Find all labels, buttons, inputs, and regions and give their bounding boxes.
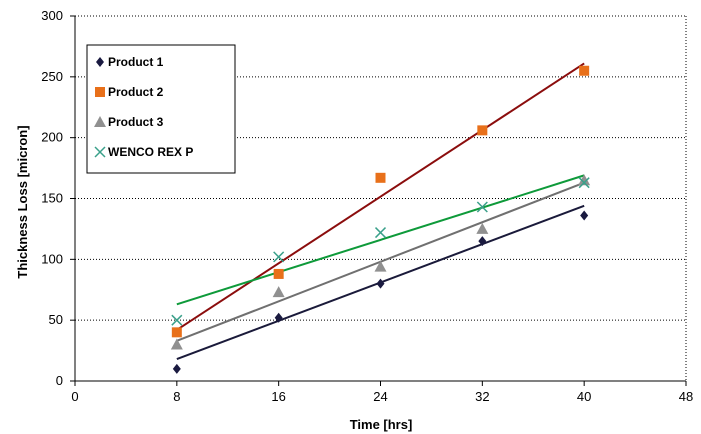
x-tick-label: 8 bbox=[173, 389, 180, 404]
axes bbox=[70, 15, 687, 386]
x-tick-label: 0 bbox=[71, 389, 78, 404]
point-product-3 bbox=[170, 338, 183, 350]
point-wenco-rex-p bbox=[273, 251, 285, 263]
grid-lines bbox=[75, 15, 687, 381]
y-tick-label: 150 bbox=[41, 191, 63, 206]
x-tick-label: 32 bbox=[475, 389, 489, 404]
legend: Product 1 Product 2 Product 3 WENCO REX P bbox=[86, 44, 236, 174]
x-tick-label: 24 bbox=[373, 389, 387, 404]
point-product-2 bbox=[375, 172, 386, 183]
point-product-3 bbox=[578, 174, 591, 186]
point-product-3 bbox=[272, 286, 285, 298]
y-tick-label: 300 bbox=[41, 8, 63, 23]
y-tick-label: 0 bbox=[56, 373, 63, 388]
data-points bbox=[170, 65, 591, 374]
legend-label: WENCO REX P bbox=[108, 145, 193, 159]
point-wenco-rex-p bbox=[578, 177, 590, 189]
point-wenco-rex-p bbox=[476, 201, 488, 213]
legend-marker-wenco-rex-p bbox=[94, 146, 106, 158]
x-tick-label: 48 bbox=[679, 389, 693, 404]
y-tick-label: 200 bbox=[41, 130, 63, 145]
y-axis-label: Thickness Loss [micron] bbox=[15, 125, 30, 278]
point-product-2 bbox=[171, 327, 182, 338]
point-product-2 bbox=[579, 65, 590, 76]
point-product-1 bbox=[478, 236, 487, 247]
point-product-1 bbox=[274, 312, 283, 323]
y-tick-label: 250 bbox=[41, 69, 63, 84]
x-tick-label: 16 bbox=[271, 389, 285, 404]
legend-box bbox=[86, 44, 236, 174]
legend-marker-product-1 bbox=[96, 57, 104, 67]
tick-labels: 0 50 100 150 200 250 300 0 8 16 24 32 40 48 bbox=[41, 8, 693, 404]
point-wenco-rex-p bbox=[171, 314, 183, 326]
legend-label: Product 3 bbox=[108, 115, 164, 129]
point-product-2 bbox=[273, 268, 284, 279]
trendline-product-2 bbox=[176, 62, 585, 331]
point-wenco-rex-p bbox=[374, 227, 387, 239]
legend-label: Product 2 bbox=[108, 85, 164, 99]
x-tick-label: 40 bbox=[577, 389, 591, 404]
point-product-2 bbox=[477, 125, 488, 136]
y-tick-label: 50 bbox=[49, 312, 63, 327]
x-axis-label: Time [hrs] bbox=[350, 417, 413, 432]
trendline-wenco-rex-p bbox=[176, 174, 585, 306]
point-product-1 bbox=[376, 278, 385, 289]
point-product-3 bbox=[374, 260, 387, 272]
trendlines bbox=[176, 62, 585, 361]
legend-marker-product-3 bbox=[94, 116, 106, 127]
point-product-3 bbox=[476, 222, 489, 234]
legend-marker-product-2 bbox=[95, 87, 105, 97]
point-product-1 bbox=[172, 363, 181, 374]
y-tick-label: 100 bbox=[41, 251, 63, 266]
legend-label: Product 1 bbox=[108, 55, 164, 69]
point-product-1 bbox=[580, 210, 589, 221]
